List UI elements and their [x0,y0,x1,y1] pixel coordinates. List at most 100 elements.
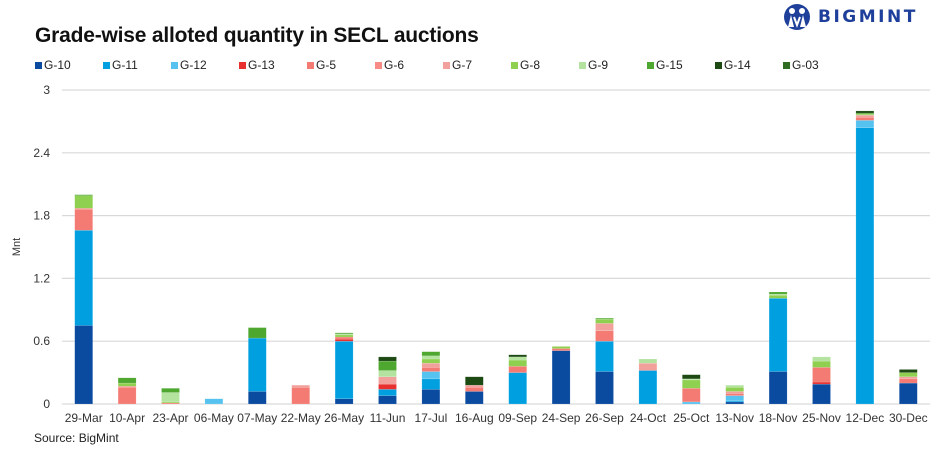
legend-swatch [239,61,246,69]
legend-label: G-7 [452,58,473,72]
legend-item: G-5 [307,58,375,72]
x-tick-label: 07-May [237,411,277,425]
bar-segment-g-5 [595,330,614,342]
brand-name: BIGMINT [818,7,918,27]
bar-segment-g-10 [725,401,744,405]
bar-segment-g-11 [855,127,875,405]
bar-segment-g-5 [855,117,875,121]
bar-segment-g-9 [768,293,788,296]
bar-segment-g-8 [551,346,571,349]
bar-segment-g-15 [334,332,354,335]
bar-segment-g-12 [204,398,224,405]
bar-segment-g-5 [899,378,918,384]
bar-segment-g-5 [465,387,484,392]
bar-segment-g-14 [508,354,527,358]
bar-segment-g-11 [508,372,527,405]
x-tick-label: 24-Oct [630,411,667,425]
bar-segment-g-5 [508,366,527,373]
bar-segment-g-11 [378,389,397,396]
bar-segment-g-15 [378,360,397,371]
bar-segment-g-12 [725,395,744,402]
legend-item: G-8 [511,58,579,72]
y-tick-label: 1.8 [33,209,50,223]
legend-swatch [511,61,518,69]
bar-segment-g-11 [768,298,788,372]
legend-item: G-15 [647,58,715,72]
legend-label: G-14 [724,58,751,72]
x-tick-label: 12-Dec [846,411,885,425]
legend-label: G-03 [792,58,819,72]
bar-segment-g-5 [291,387,310,405]
bar-segment-g-7 [638,362,658,371]
bar-segment-g-13 [378,383,397,390]
bar-segment-g-10 [248,391,267,405]
x-tick-label: 22-May [281,411,321,425]
bar-segment-g-10 [899,382,918,405]
legend-label: G-12 [180,58,207,72]
bar-segment-g-5 [421,367,441,372]
legend-label: G-9 [588,58,609,72]
y-axis-label: Mnt [11,238,23,256]
y-tick-label: 0.6 [33,334,50,348]
legend-swatch [307,61,314,69]
y-tick-label: 0 [43,397,50,411]
x-tick-label: 29-Mar [65,411,103,425]
bar-segment-g-10 [421,389,441,405]
x-tick-label: 26-Sep [585,411,624,425]
bar-segment-g-15 [248,327,267,339]
x-tick-label: 18-Nov [759,411,798,425]
brand-logo: BIGMINT [782,3,918,31]
bar-segment-g-12 [855,120,875,128]
bar-segment-g-15 [768,291,788,295]
bar-segment-g-9 [508,356,527,361]
x-tick-label: 09-Sep [498,411,537,425]
legend-swatch [375,61,382,69]
bar-segment-g-5 [117,387,137,405]
x-tick-label: 13-Nov [715,411,754,425]
legend-label: G-8 [520,58,541,72]
bar-segment-g-8 [812,360,831,368]
y-tick-label: 1.2 [33,271,50,285]
source-note: Source: BigMint [34,431,119,445]
bar-segment-g-15 [421,351,441,357]
bar-segment-g-12 [682,401,701,405]
x-tick-label: 26-May [324,411,364,425]
bar-segment-g-7 [899,376,918,380]
bar-segment-g-10 [812,383,831,405]
bar-segment-g-13 [334,338,354,342]
bar-segment-g-10 [768,371,788,405]
legend-swatch [103,61,110,69]
bar-segment-g-5 [682,388,701,403]
bar-segment-g-12 [421,371,441,380]
bar-segment-g-7 [465,384,484,388]
bar-segment-g-5 [725,393,744,396]
bar-segment-g-10 [465,391,484,405]
legend-label: G-6 [384,58,405,72]
bar-segment-g-8 [682,379,701,389]
bar-segment-g-14 [378,356,397,362]
bar-segment-g-5 [334,336,354,340]
legend-label: G-15 [656,58,683,72]
bar-segment-g-9 [378,370,397,377]
bar-segment-g-10 [595,371,614,405]
legend-label: G-13 [248,58,275,72]
bar-segment-g-11 [74,230,93,326]
bar-segment-g-11 [595,341,614,372]
bar-segment-g-9 [638,358,658,364]
bar-segment-g-10 [334,398,354,405]
x-tick-label: 11-Jun [370,411,406,425]
legend-item: G-12 [171,58,239,72]
bar-segment-g-8 [334,334,354,338]
y-tick-label: 2.4 [33,146,50,160]
bar-segment-g-7 [725,391,744,394]
bar-segment-g-9 [812,356,831,362]
bar-segment-g-10 [74,325,93,405]
x-tick-label: 25-Oct [673,411,710,425]
x-tick-label: 06-May [194,411,234,425]
x-tick-label: 25-Nov [802,411,841,425]
legend-item: G-6 [375,58,443,72]
legend-item: G-9 [579,58,647,72]
legend-swatch [647,61,654,69]
bar-segment-g-15 [161,388,180,393]
